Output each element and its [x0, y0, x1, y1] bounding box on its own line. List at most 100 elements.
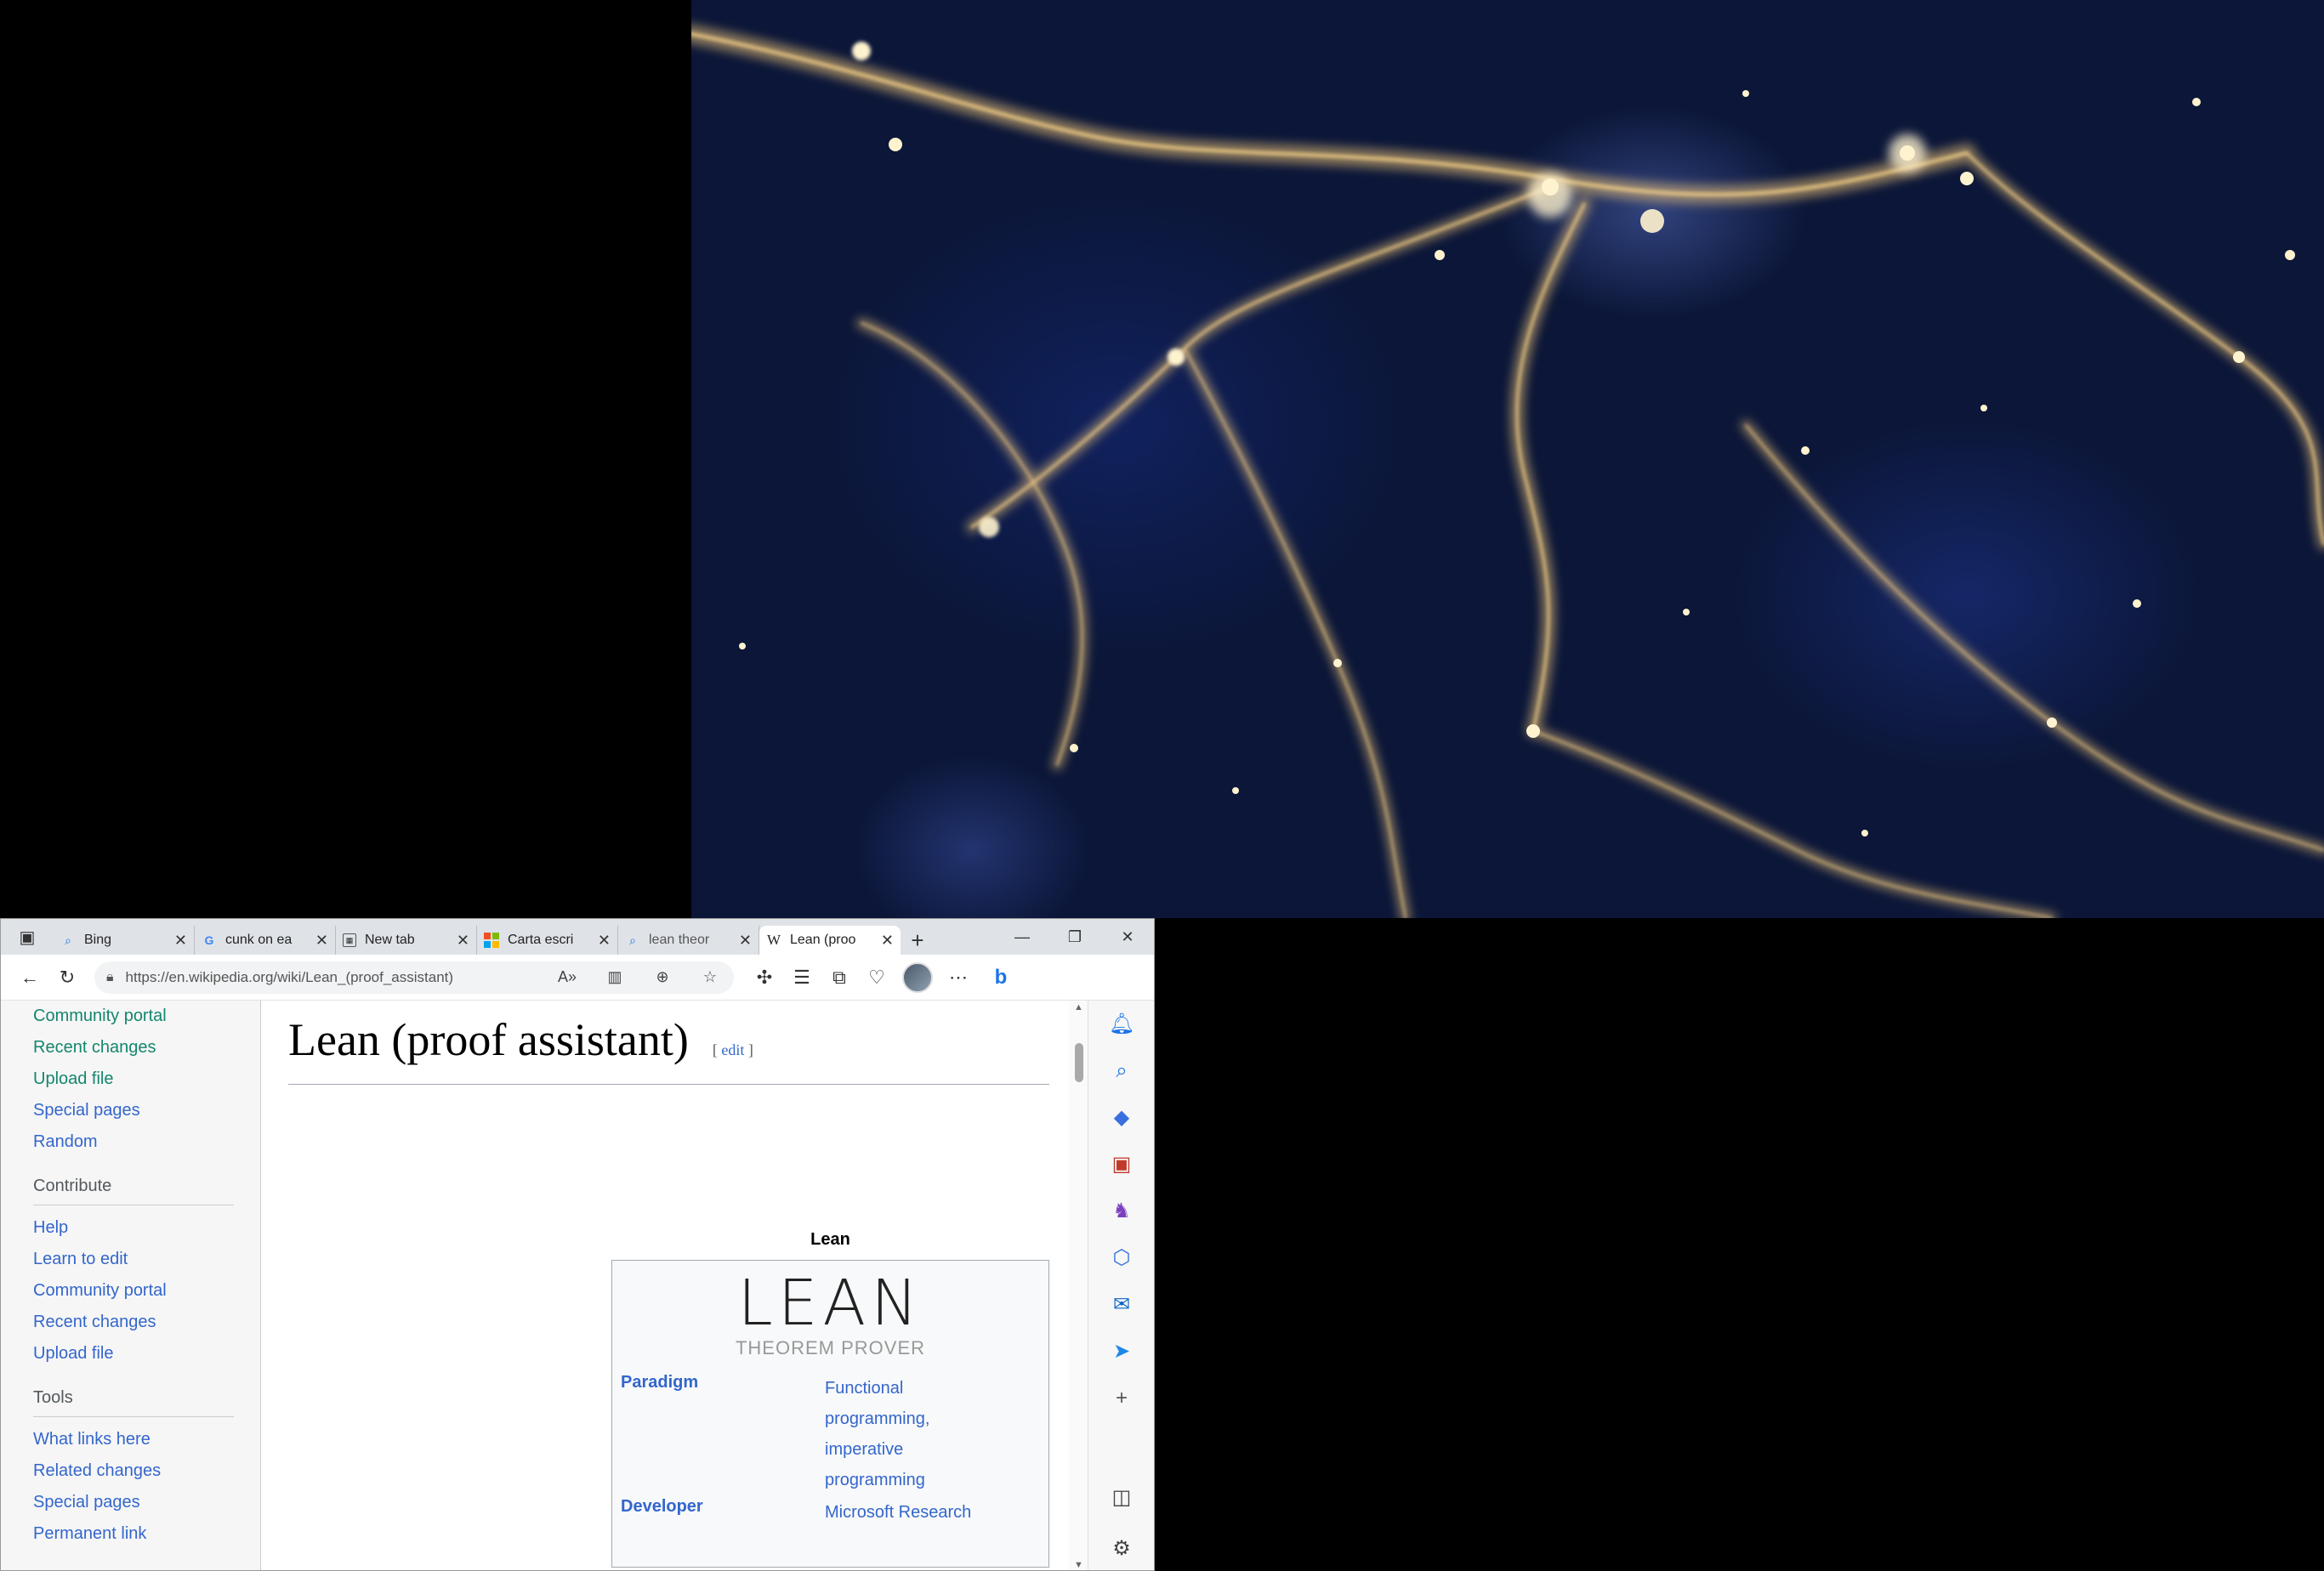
tab-title: Carta escri	[508, 933, 574, 947]
tab-wikipedia-lean[interactable]: W Lean (proo ✕	[759, 926, 901, 955]
sidebar-top-links: Community portal Recent changes Upload f…	[33, 1001, 260, 1095]
search-icon: ⌕	[65, 933, 71, 947]
settings-gear-icon[interactable]: ⚙	[1112, 1537, 1131, 1560]
notifications-bell-icon[interactable]: 🔔︎	[1108, 1012, 1135, 1035]
close-tab-icon[interactable]: ✕	[738, 931, 752, 949]
infobox-row-paradigm: Paradigm Functional programming, imperat…	[621, 1373, 1037, 1495]
favorites-icon[interactable]: ☰	[793, 966, 810, 988]
read-aloud-icon[interactable]: A»	[557, 968, 577, 985]
tab-title: Lean (proo	[790, 933, 856, 947]
infobox-value-line[interactable]: Functional	[825, 1379, 904, 1398]
lock-icon[interactable]: 🔒︎	[106, 969, 114, 984]
tab-actions-icon[interactable]: ▣	[19, 927, 36, 947]
search-icon: ⌕	[629, 933, 636, 947]
lean-logo[interactable]: LEAN THEOREM PROVER	[612, 1261, 1048, 1359]
sidebar-link[interactable]: Community portal	[33, 1281, 167, 1300]
close-window-icon[interactable]: ✕	[1121, 927, 1134, 945]
browser-essentials-icon[interactable]: ♡	[868, 966, 885, 988]
back-icon[interactable]: ←	[20, 966, 39, 988]
microsoft365-icon[interactable]: ⬡	[1112, 1246, 1131, 1269]
tab-lean-search[interactable]: ⌕ lean theor ✕	[618, 926, 759, 955]
cosmic-web-image	[691, 25, 2324, 918]
page-title-text: Lean (proof assistant)	[288, 1014, 689, 1065]
newtab-icon: ▦	[343, 933, 356, 947]
infobox-key[interactable]: Paradigm	[621, 1373, 699, 1392]
drop-send-icon[interactable]: ➤	[1112, 1340, 1131, 1363]
sidebar-link[interactable]: Recent changes	[33, 1038, 156, 1057]
tab-bing[interactable]: ⌕ Bing ✕	[54, 926, 195, 955]
window-controls: — ❐ ✕	[996, 919, 1154, 955]
infobox: Lean LEAN THEOREM PROVER Paradigm Functi…	[611, 1230, 1049, 1568]
page-title: Lean (proof assistant) [ edit ]	[288, 1012, 1049, 1085]
infobox-value: Functional programming, imperative progr…	[825, 1373, 1037, 1495]
address-bar[interactable]: 🔒︎ https://en.wikipedia.org/wiki/Lean_(p…	[94, 961, 734, 994]
sidebar-link[interactable]: Learn to edit	[33, 1250, 128, 1268]
edge-sidebar: 🔔︎ ⌕ ◆ ▣ ♞ ⬡ ✉ ➤ + ◫ ⚙	[1088, 1001, 1154, 1570]
reader-view-icon[interactable]: ▥	[607, 968, 622, 985]
close-tab-icon[interactable]: ✕	[173, 931, 187, 949]
more-options-icon[interactable]: ⋯	[949, 966, 968, 988]
sidebar-link[interactable]: What links here	[33, 1430, 151, 1449]
profile-avatar[interactable]	[902, 961, 933, 993]
edit-link-label[interactable]: edit	[721, 1041, 745, 1058]
infobox-value-line[interactable]: imperative	[825, 1440, 904, 1459]
infobox-row-developer: Developer Microsoft Research	[621, 1497, 1037, 1528]
sidebar-link[interactable]: Special pages	[33, 1101, 140, 1120]
browser-toolbar: ← ↻ 🔒︎ https://en.wikipedia.org/wiki/Lea…	[1, 955, 1154, 1001]
scroll-thumb[interactable]	[1075, 1043, 1083, 1082]
tab-title: Bing	[84, 933, 112, 947]
lean-logo-mark: LEAN	[737, 1267, 923, 1340]
close-tab-icon[interactable]: ✕	[597, 931, 611, 949]
close-tab-icon[interactable]: ✕	[456, 931, 469, 949]
new-tab-button[interactable]: +	[911, 927, 924, 953]
outlook-icon[interactable]: ✉	[1112, 1293, 1131, 1316]
bing-copilot-icon[interactable]: b	[994, 965, 1008, 989]
minimize-icon[interactable]: —	[1014, 927, 1030, 945]
url-text[interactable]: https://en.wikipedia.org/wiki/Lean_(proo…	[125, 968, 454, 985]
sidebar-link[interactable]: Community portal	[33, 1007, 167, 1025]
extensions-icon[interactable]: ✣	[756, 966, 773, 988]
sidebar-link[interactable]: Help	[33, 1218, 69, 1237]
sidebar-link[interactable]: Upload file	[33, 1344, 114, 1363]
restore-icon[interactable]: ❐	[1067, 927, 1082, 945]
search-icon[interactable]: ⌕	[1116, 1058, 1128, 1082]
tools-briefcase-icon[interactable]: ▣	[1111, 1153, 1132, 1176]
close-tab-icon[interactable]: ✕	[315, 931, 328, 949]
sidebar-link[interactable]: Upload file	[33, 1069, 114, 1088]
refresh-icon[interactable]: ↻	[59, 966, 76, 988]
infobox-value-line[interactable]: programming,	[825, 1409, 930, 1428]
sidebar-link[interactable]: Permanent link	[33, 1524, 147, 1543]
favorite-star-icon[interactable]: ☆	[702, 968, 718, 985]
tab-carta[interactable]: Carta escri ✕	[477, 926, 618, 955]
infobox-frame: LEAN THEOREM PROVER Paradigm Functional …	[611, 1260, 1049, 1568]
infobox-value[interactable]: Microsoft Research	[825, 1503, 972, 1522]
scroll-up-icon[interactable]: ▲	[1074, 1002, 1083, 1012]
add-sidebar-app-icon[interactable]: +	[1115, 1386, 1128, 1409]
shopping-tag-icon[interactable]: ◆	[1113, 1106, 1130, 1129]
sidebar-link[interactable]: Special pages	[33, 1493, 140, 1511]
sidebar-link[interactable]: Related changes	[33, 1461, 162, 1480]
google-icon: G	[204, 933, 214, 947]
page-scrollbar[interactable]: ▲ ▼	[1069, 1001, 1089, 1570]
tab-title: cunk on ea	[225, 933, 293, 947]
infobox-key[interactable]: Developer	[621, 1497, 703, 1516]
infobox-value-line[interactable]: programming	[825, 1471, 925, 1489]
tab-title: New tab	[365, 933, 415, 947]
sidebar-link[interactable]: Random	[33, 1132, 98, 1151]
games-icon[interactable]: ♞	[1112, 1200, 1131, 1222]
hide-sidebar-icon[interactable]: ◫	[1111, 1486, 1132, 1509]
infobox-title: Lean	[810, 1230, 850, 1249]
sidebar-heading-contribute: Contribute	[33, 1177, 234, 1205]
page-viewport: Community portal Recent changes Upload f…	[1, 1001, 1089, 1570]
tab-new-tab[interactable]: ▦ New tab ✕	[336, 926, 477, 955]
close-tab-icon[interactable]: ✕	[880, 931, 894, 949]
sidebar-link[interactable]: Recent changes	[33, 1313, 156, 1331]
tab-google[interactable]: G cunk on ea ✕	[195, 926, 336, 955]
microsoft-icon	[484, 933, 499, 948]
scroll-down-icon[interactable]: ▼	[1074, 1560, 1083, 1570]
sidebar-heading-tools: Tools	[33, 1388, 234, 1417]
collections-icon[interactable]: ⧉	[832, 966, 846, 988]
zoom-icon[interactable]: ⊕	[656, 968, 669, 985]
edit-link[interactable]: [ edit ]	[712, 1041, 753, 1058]
desktop-wallpaper	[691, 0, 2324, 918]
